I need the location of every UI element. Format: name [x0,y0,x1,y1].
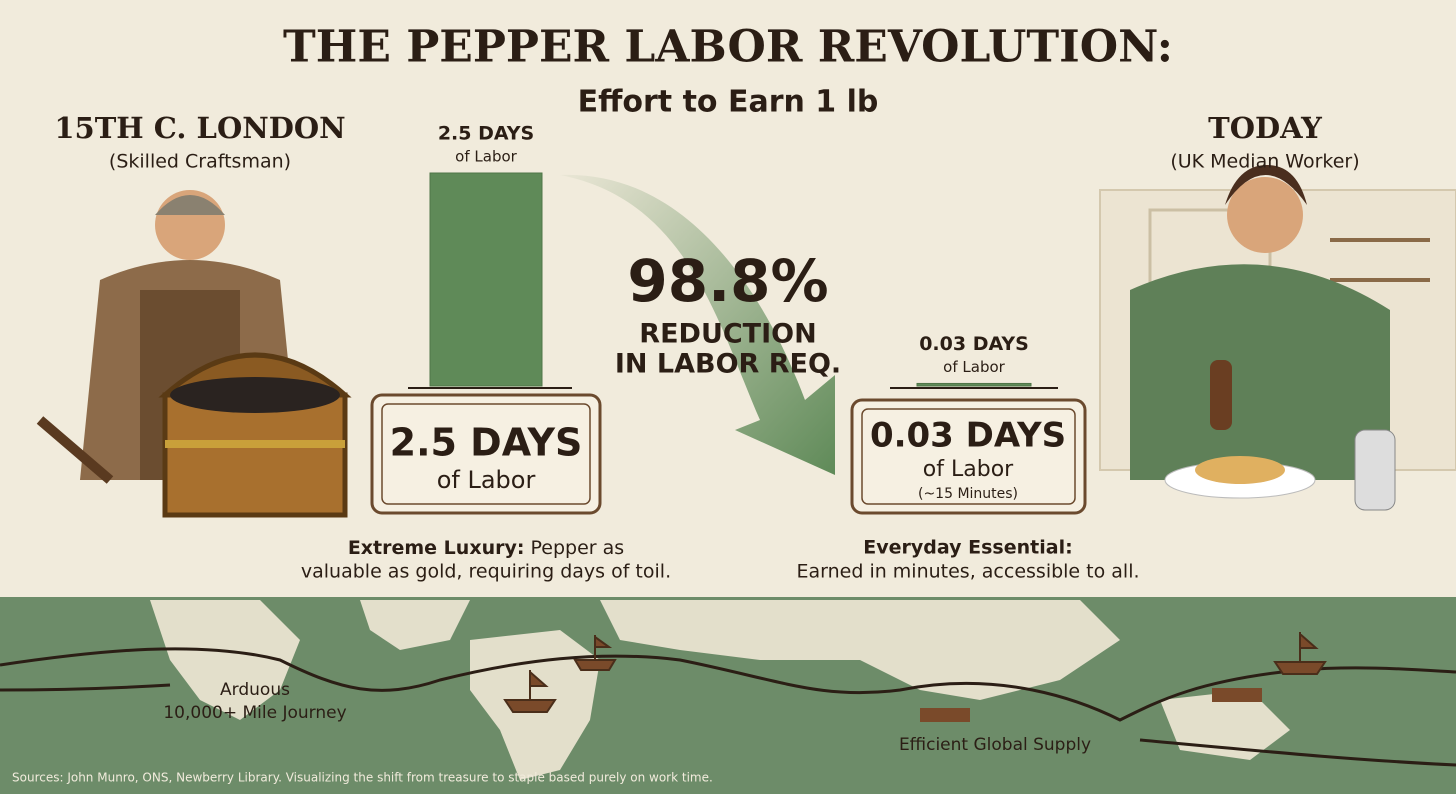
reduction-text: IN LABOR REQ. [615,349,841,380]
category-note: (UK Median Worker) [1170,151,1359,173]
bar-value-label: 0.03 DAYS [919,333,1029,355]
map-label: 10,000+ Mile Journey [163,703,346,723]
map-label: Efficient Global Supply [899,735,1091,755]
category-note: (Skilled Craftsman) [109,151,291,173]
world-map [0,597,1456,794]
description: Extreme Luxury: Pepper as [348,537,624,559]
box-unit: of Labor [437,466,536,494]
description-lead: Everyday Essential: [863,537,1072,559]
bar-value-label: 2.5 DAYS [438,123,534,145]
description-line: Pepper as [531,537,625,559]
category-heading: 15TH C. LONDON [54,111,345,145]
bar-unit-label: of Labor [943,358,1005,376]
subtitle: Effort to Earn 1 lb [578,85,879,120]
category-heading: TODAY [1208,111,1322,145]
worker-illustration [1099,165,1456,511]
duration-note: (~15 Minutes) [918,486,1018,502]
reduction-value: 98.8% [627,247,828,315]
description-line: valuable as gold, requiring days of toil… [301,561,671,583]
bar [429,172,543,387]
footer: Sources: John Munro, ONS, Newberry Libra… [12,771,713,785]
value-box-frames [370,393,1087,515]
bar-unit-label: of Labor [455,148,517,166]
bar [916,382,1032,387]
craftsman-illustration [36,190,352,518]
description-lead: Extreme Luxury: [348,537,525,559]
description-line: Earned in minutes, accessible to all. [796,561,1139,583]
box-unit: of Labor [923,457,1014,482]
reduction-text: REDUCTION [639,319,816,350]
reduction-arrow [560,174,835,475]
box-value: 0.03 DAYS [870,416,1066,456]
title: THE PEPPER LABOR REVOLUTION: [283,22,1173,73]
map-label: Arduous [220,680,290,700]
box-value: 2.5 DAYS [390,421,583,465]
